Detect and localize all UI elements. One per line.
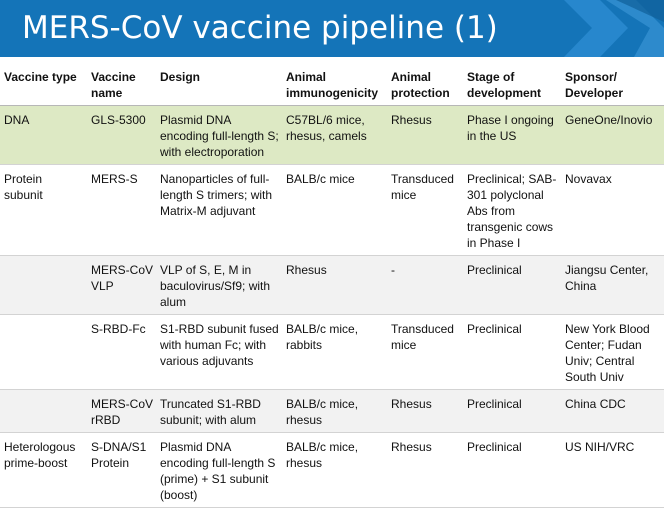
cell-stage: Preclinical; SAB-301 polyclonal Abs from…	[463, 164, 561, 256]
cell-sponsor: US NIH/VRC	[561, 432, 664, 508]
header-animal-immunogenicity: Animal immunogenicity	[282, 63, 387, 106]
cell-design: Plasmid DNA encoding full-length S (prim…	[156, 432, 282, 508]
cell-animal-protection: -	[387, 255, 463, 315]
cell-vaccine-type: Heterologous prime-boost	[0, 432, 87, 508]
cell-vaccine-type	[0, 314, 87, 390]
cell-sponsor: Novavax	[561, 164, 664, 256]
cell-sponsor: Jiangsu Center, China	[561, 255, 664, 315]
header-design: Design	[156, 63, 282, 106]
slide-header: MERS-CoV vaccine pipeline (1)	[0, 0, 664, 57]
cell-animal-protection: Rhesus	[387, 432, 463, 508]
table-row: Protein subunit MERS-S Nanoparticles of …	[0, 164, 664, 256]
cell-sponsor: New York Blood Center; Fudan Univ; Centr…	[561, 314, 664, 390]
cell-vaccine-name: S-RBD-Fc	[87, 314, 156, 390]
cell-animal-immunogenicity: C57BL/6 mice, rhesus, camels	[282, 105, 387, 165]
table-row: Heterologous prime-boost S-DNA/S1 Protei…	[0, 432, 664, 508]
cell-design: S1-RBD subunit fused with human Fc; with…	[156, 314, 282, 390]
cell-vaccine-name: MERS-S	[87, 164, 156, 256]
cell-vaccine-name: S-DNA/S1 Protein	[87, 432, 156, 508]
cell-animal-protection: Transduced mice	[387, 164, 463, 256]
table-row: MERS-CoV VLP VLP of S, E, M in baculovir…	[0, 255, 664, 315]
cell-vaccine-name: MERS-CoV rRBD	[87, 389, 156, 433]
table-row: MERS-CoV rRBD Truncated S1-RBD subunit; …	[0, 389, 664, 433]
cell-design: Plasmid DNA encoding full-length S; with…	[156, 105, 282, 165]
cell-vaccine-type: DNA	[0, 105, 87, 165]
cell-vaccine-type	[0, 255, 87, 315]
cell-animal-immunogenicity: BALB/c mice, rhesus	[282, 389, 387, 433]
table-row: S-RBD-Fc S1-RBD subunit fused with human…	[0, 314, 664, 390]
header-animal-protection: Animal protection	[387, 63, 463, 106]
decorative-chevron-graphic	[564, 0, 664, 57]
cell-animal-immunogenicity: BALB/c mice	[282, 164, 387, 256]
cell-animal-protection: Rhesus	[387, 389, 463, 433]
cell-vaccine-type: Protein subunit	[0, 164, 87, 256]
cell-vaccine-name: MERS-CoV VLP	[87, 255, 156, 315]
cell-stage: Phase I ongoing in the US	[463, 105, 561, 165]
cell-animal-protection: Rhesus	[387, 105, 463, 165]
header-sponsor-developer: Sponsor/ Developer	[561, 63, 664, 106]
header-vaccine-type: Vaccine type	[0, 63, 87, 106]
table-header-row: Vaccine type Vaccine name Design Animal …	[0, 63, 664, 106]
cell-animal-immunogenicity: BALB/c mice, rhesus	[282, 432, 387, 508]
cell-vaccine-name: GLS-5300	[87, 105, 156, 165]
cell-design: Nanoparticles of full-length S trimers; …	[156, 164, 282, 256]
cell-stage: Preclinical	[463, 255, 561, 315]
cell-design: Truncated S1-RBD subunit; with alum	[156, 389, 282, 433]
cell-sponsor: China CDC	[561, 389, 664, 433]
cell-stage: Preclinical	[463, 389, 561, 433]
cell-stage: Preclinical	[463, 314, 561, 390]
header-stage-of-development: Stage of development	[463, 63, 561, 106]
slide-title: MERS-CoV vaccine pipeline (1)	[22, 10, 498, 46]
header-vaccine-name: Vaccine name	[87, 63, 156, 106]
cell-vaccine-type	[0, 389, 87, 433]
cell-animal-immunogenicity: Rhesus	[282, 255, 387, 315]
cell-animal-immunogenicity: BALB/c mice, rabbits	[282, 314, 387, 390]
vaccine-pipeline-table: Vaccine type Vaccine name Design Animal …	[0, 63, 664, 508]
cell-design: VLP of S, E, M in baculovirus/Sf9; with …	[156, 255, 282, 315]
table-row: DNA GLS-5300 Plasmid DNA encoding full-l…	[0, 105, 664, 165]
cell-sponsor: GeneOne/Inovio	[561, 105, 664, 165]
cell-animal-protection: Transduced mice	[387, 314, 463, 390]
cell-stage: Preclinical	[463, 432, 561, 508]
